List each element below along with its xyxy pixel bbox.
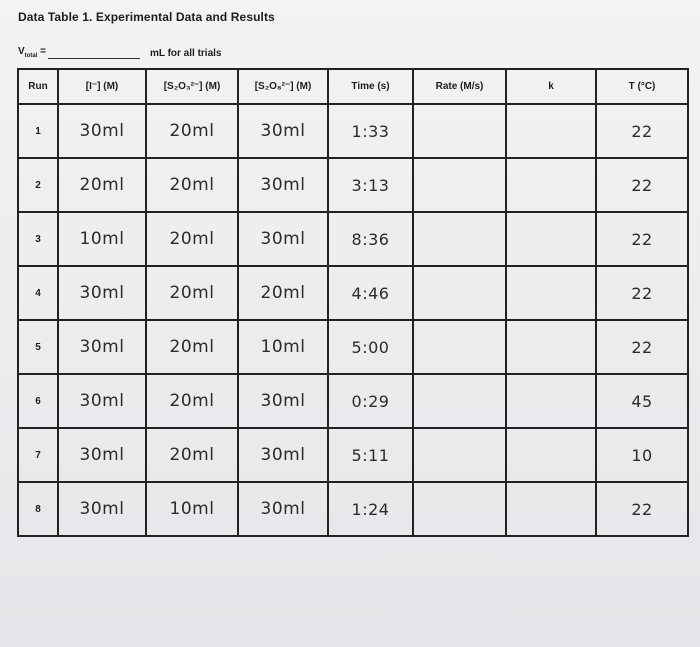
cell-rate — [412, 265, 507, 321]
cell-iodide: 30ml — [57, 103, 147, 159]
cell-s2o8: 30ml — [237, 211, 329, 267]
cell-rate — [412, 211, 507, 267]
cell-iodide: 30ml — [57, 265, 147, 321]
table-row: 8 30ml 10ml 30ml 1:24 22 — [17, 481, 689, 537]
cell-rate — [412, 427, 507, 483]
cell-iodide: 30ml — [57, 319, 147, 375]
cell-run: 1 — [17, 103, 59, 159]
cell-s2o8: 30ml — [237, 157, 329, 213]
cell-k — [505, 373, 597, 429]
cell-s2o8: 30ml — [237, 481, 329, 537]
cell-s2o3: 20ml — [145, 103, 239, 159]
cell-run: 4 — [17, 265, 59, 321]
col-iodide: [I⁻] (M) — [57, 68, 147, 105]
table-row: 6 30ml 20ml 30ml 0:29 45 — [17, 373, 689, 429]
cell-s2o3: 20ml — [145, 211, 239, 267]
cell-run: 5 — [17, 319, 59, 375]
cell-iodide: 20ml — [57, 157, 147, 213]
cell-run: 6 — [17, 373, 59, 429]
cell-s2o3: 20ml — [145, 157, 239, 213]
cell-s2o3: 20ml — [145, 319, 239, 375]
cell-temp: 22 — [595, 103, 689, 159]
cell-s2o3: 20ml — [145, 265, 239, 321]
cell-time: 5:11 — [327, 427, 414, 483]
cell-temp: 22 — [595, 157, 689, 213]
cell-iodide: 30ml — [57, 427, 147, 483]
vtotal-label: Vtotal = — [18, 46, 46, 59]
cell-iodide: 30ml — [57, 481, 147, 537]
cell-rate — [412, 319, 507, 375]
cell-k — [505, 319, 597, 375]
cell-k — [505, 157, 597, 213]
table-row: 3 10ml 20ml 30ml 8:36 22 — [17, 211, 689, 267]
table-row: 7 30ml 20ml 30ml 5:11 10 — [17, 427, 689, 483]
cell-run: 2 — [17, 157, 59, 213]
cell-temp: 22 — [595, 211, 689, 267]
cell-k — [505, 265, 597, 321]
header-row: Run [I⁻] (M) [S₂O₃²⁻] (M) [S₂O₈²⁻] (M) T… — [17, 68, 689, 105]
cell-time: 1:24 — [327, 481, 414, 537]
cell-k — [505, 103, 597, 159]
col-time: Time (s) — [327, 68, 414, 105]
cell-temp: 22 — [595, 265, 689, 321]
cell-s2o8: 30ml — [237, 373, 329, 429]
cell-rate — [412, 103, 507, 159]
cell-time: 5:00 — [327, 319, 414, 375]
cell-time: 4:46 — [327, 265, 414, 321]
cell-s2o8: 30ml — [237, 103, 329, 159]
cell-time: 1:33 — [327, 103, 414, 159]
cell-s2o3: 10ml — [145, 481, 239, 537]
cell-s2o3: 20ml — [145, 373, 239, 429]
cell-run: 7 — [17, 427, 59, 483]
col-rate: Rate (M/s) — [412, 68, 507, 105]
col-temp: T (°C) — [595, 68, 689, 105]
cell-k — [505, 211, 597, 267]
vtotal-line: Vtotal = mL for all trials — [18, 46, 221, 59]
table-title: Data Table 1. Experimental Data and Resu… — [18, 10, 275, 24]
col-s2o8: [S₂O₈²⁻] (M) — [237, 68, 329, 105]
cell-s2o3: 20ml — [145, 427, 239, 483]
table-row: 4 30ml 20ml 20ml 4:46 22 — [17, 265, 689, 321]
cell-iodide: 30ml — [57, 373, 147, 429]
cell-s2o8: 10ml — [237, 319, 329, 375]
cell-run: 8 — [17, 481, 59, 537]
cell-time: 3:13 — [327, 157, 414, 213]
cell-temp: 22 — [595, 481, 689, 537]
cell-temp: 10 — [595, 427, 689, 483]
cell-rate — [412, 373, 507, 429]
cell-run: 3 — [17, 211, 59, 267]
cell-rate — [412, 481, 507, 537]
cell-iodide: 10ml — [57, 211, 147, 267]
table-row: 5 30ml 20ml 10ml 5:00 22 — [17, 319, 689, 375]
table-row: 1 30ml 20ml 30ml 1:33 22 — [17, 103, 689, 159]
cell-time: 8:36 — [327, 211, 414, 267]
cell-time: 0:29 — [327, 373, 414, 429]
vtotal-blank — [47, 48, 140, 59]
cell-temp: 45 — [595, 373, 689, 429]
cell-temp: 22 — [595, 319, 689, 375]
cell-s2o8: 30ml — [237, 427, 329, 483]
table-row: 2 20ml 20ml 30ml 3:13 22 — [17, 157, 689, 213]
cell-s2o8: 20ml — [237, 265, 329, 321]
cell-rate — [412, 157, 507, 213]
col-run: Run — [17, 68, 59, 105]
col-k: k — [505, 68, 597, 105]
cell-k — [505, 481, 597, 537]
vtotal-unit: mL for all trials — [149, 48, 222, 59]
col-s2o3: [S₂O₃²⁻] (M) — [145, 68, 239, 105]
cell-k — [505, 427, 597, 483]
data-table: Run [I⁻] (M) [S₂O₃²⁻] (M) [S₂O₈²⁻] (M) T… — [17, 68, 689, 537]
